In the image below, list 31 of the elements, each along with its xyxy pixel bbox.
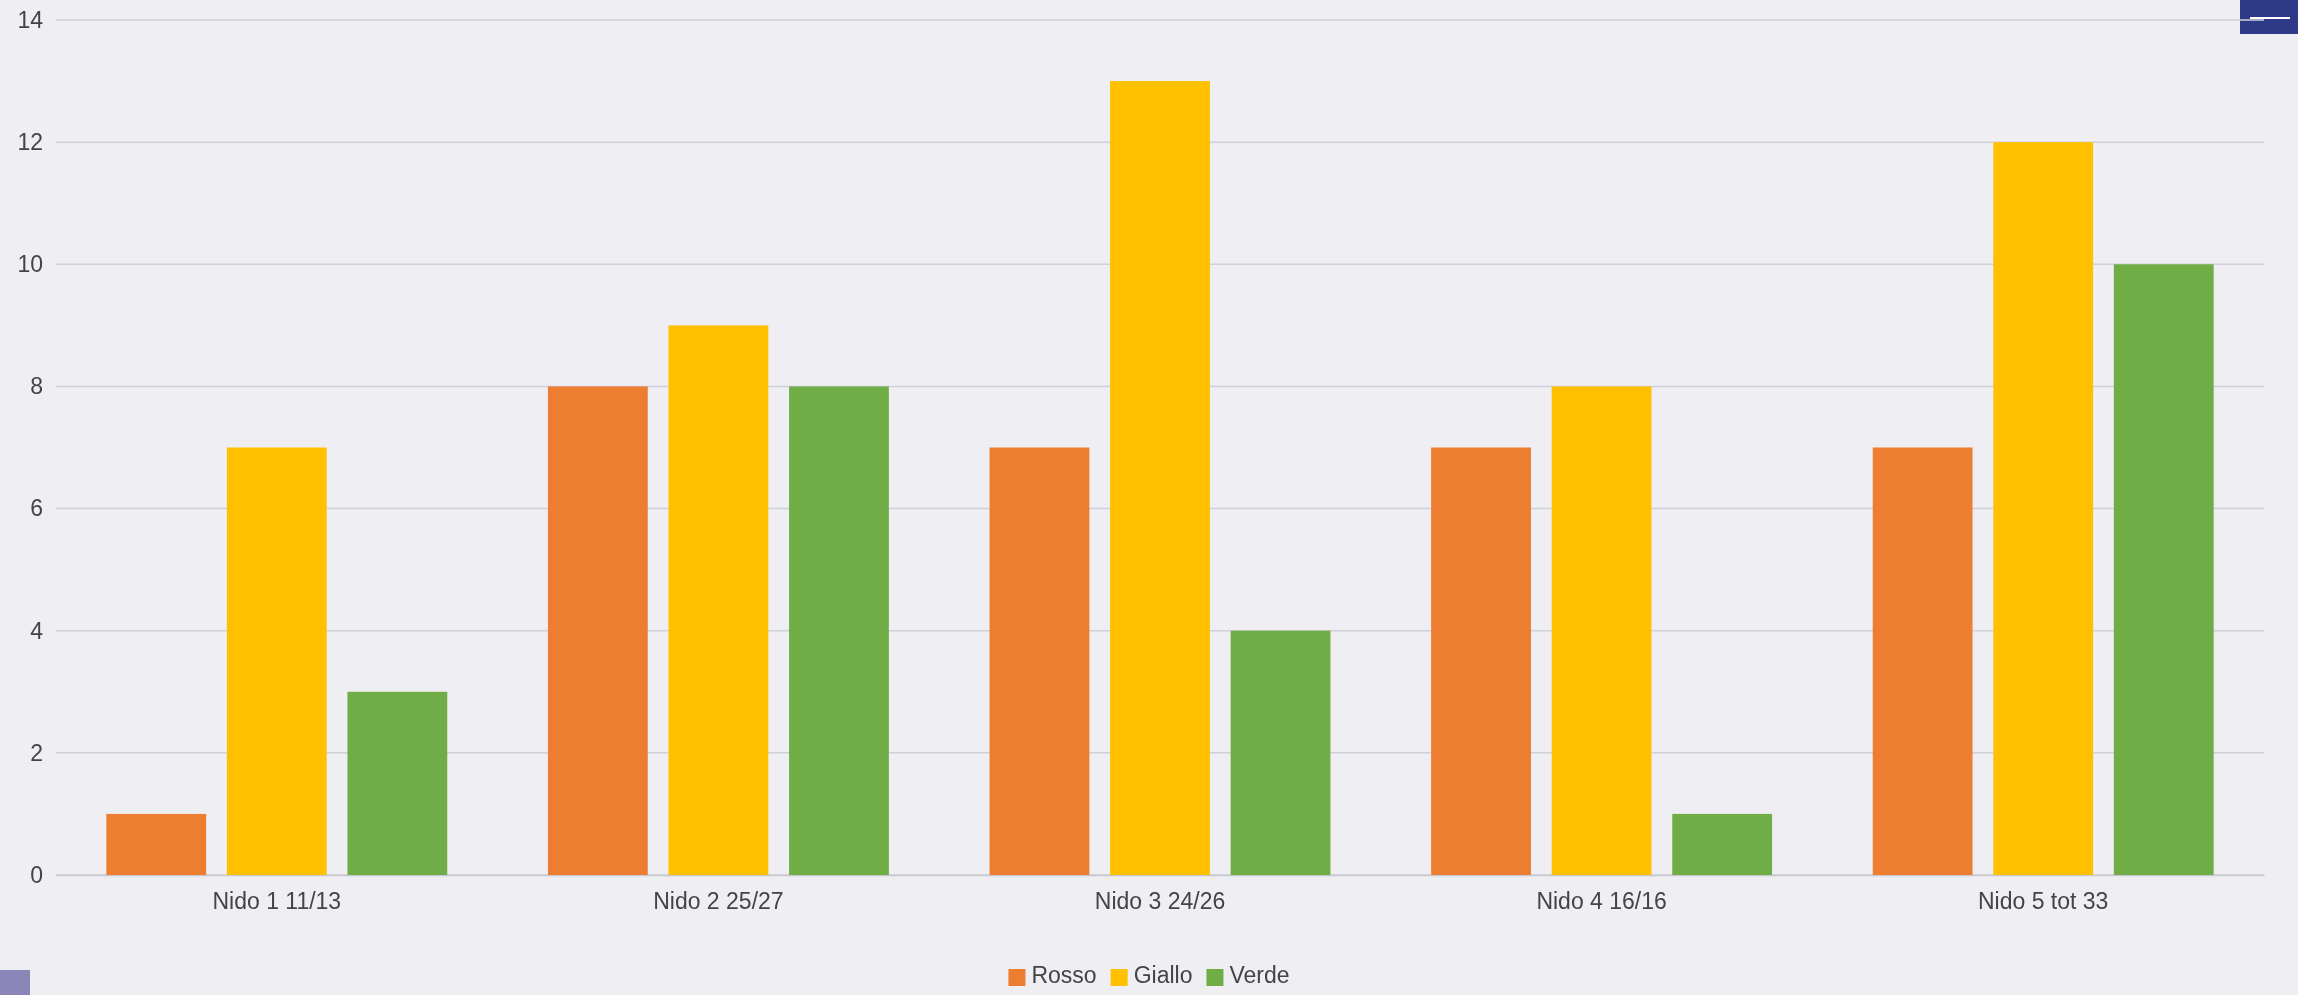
bar <box>226 447 327 875</box>
bar <box>106 813 207 875</box>
x-tick-label: Nido 2 25/27 <box>653 888 784 915</box>
x-tick-label: Nido 1 11/13 <box>212 888 342 915</box>
bar <box>989 447 1090 875</box>
x-tick-label: Nido 5 tot 33 <box>1977 888 2109 915</box>
bar <box>2113 264 2214 875</box>
y-tick-label: 10 <box>17 251 43 278</box>
bar <box>1230 630 1331 875</box>
bar <box>1551 386 1652 875</box>
bar <box>1672 813 1773 875</box>
y-tick-label: 14 <box>17 6 44 33</box>
y-tick-label: 12 <box>17 129 43 155</box>
bar <box>1110 81 1210 875</box>
y-tick-label: 8 <box>30 373 43 400</box>
bar <box>789 386 889 875</box>
bar <box>547 386 648 875</box>
y-tick-label: 2 <box>30 739 43 766</box>
bar <box>347 691 448 875</box>
bar <box>1431 447 1531 875</box>
legend-label: Giallo <box>1133 962 1193 988</box>
bar <box>1872 447 1973 875</box>
bar <box>668 325 769 875</box>
legend-label: Rosso <box>1031 962 1097 988</box>
bar <box>1993 142 2094 875</box>
x-tick-label: Nido 3 24/26 <box>1094 888 1226 915</box>
legend-label: Verde <box>1229 962 1290 988</box>
y-tick-label: 0 <box>30 861 43 888</box>
y-tick-label: 4 <box>30 617 44 644</box>
y-tick-label: 6 <box>30 495 43 522</box>
x-tick-label: Nido 4 16/16 <box>1536 888 1667 915</box>
